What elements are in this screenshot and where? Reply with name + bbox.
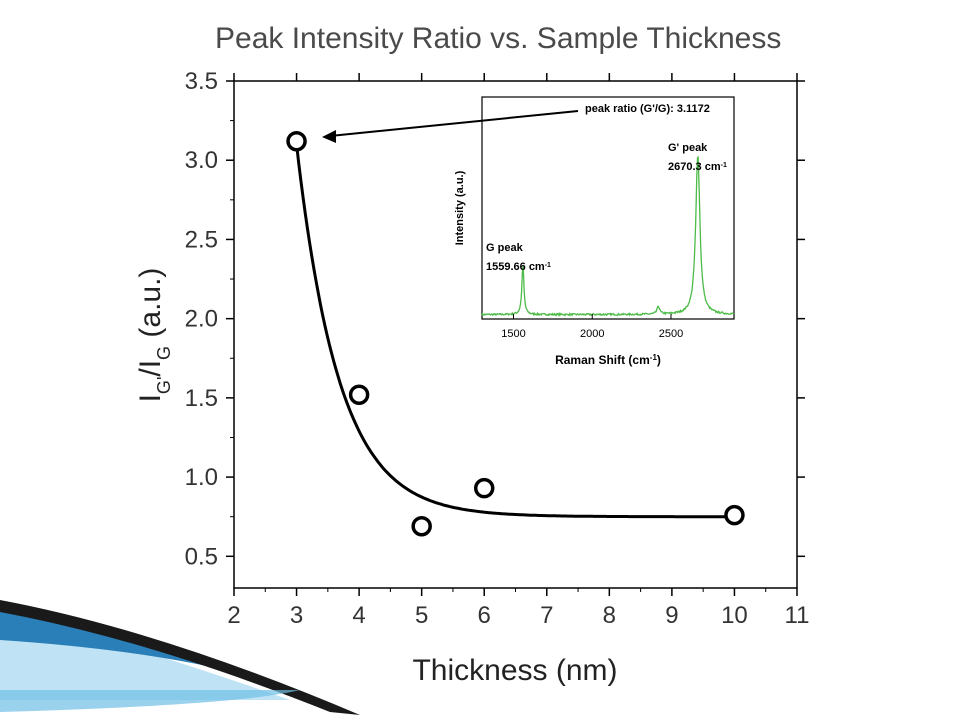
data-point bbox=[411, 515, 432, 537]
inset-x-axis-title-sup: -1 bbox=[650, 353, 658, 362]
y-tick-label: 2.0 bbox=[185, 306, 218, 333]
data-point bbox=[286, 130, 307, 152]
y-tick-label: 1.0 bbox=[185, 464, 218, 491]
x-tick-label: 8 bbox=[603, 602, 616, 629]
g-peak-label: G peak bbox=[486, 242, 524, 254]
g-peak-position: 1559.66 cm-1 bbox=[486, 261, 551, 273]
g-peak-position-sup: -1 bbox=[545, 262, 551, 269]
y-tick-label: 3.0 bbox=[185, 147, 218, 174]
peak-ratio-annotation: peak ratio (G'/G): 3.1172 bbox=[585, 103, 710, 115]
annotation-arrow bbox=[322, 110, 579, 143]
data-point bbox=[348, 384, 370, 405]
inset-x-tick-label: 2500 bbox=[659, 328, 683, 340]
main-y-tick-labels: 0.5 1.0 1.5 2.0 2.5 3.0 3.5 bbox=[185, 68, 218, 570]
g-prime-peak-label: G' peak bbox=[668, 142, 708, 154]
data-point bbox=[473, 477, 495, 499]
g-prime-peak-position: 2670.3 cm-1 bbox=[668, 161, 727, 173]
x-tick-label: 7 bbox=[540, 602, 553, 629]
inset-x-axis-title-end: ) bbox=[657, 353, 661, 367]
arrow-shaft bbox=[329, 110, 579, 137]
inset-ticks: 1500 2000 2500 bbox=[501, 314, 683, 340]
inset-x-tick-label: 1500 bbox=[501, 328, 525, 340]
x-tick-label: 3 bbox=[290, 602, 303, 629]
data-point bbox=[724, 504, 745, 526]
x-tick-label: 2 bbox=[227, 602, 240, 629]
data-points bbox=[286, 130, 745, 537]
g-prime-peak-position-sup: -1 bbox=[721, 162, 727, 169]
y-tick-label: 3.5 bbox=[185, 68, 218, 95]
slide-title: Peak Intensity Ratio vs. Sample Thicknes… bbox=[215, 22, 782, 55]
x-tick-label: 10 bbox=[721, 602, 748, 629]
g-prime-peak-position-text: 2670.3 cm bbox=[668, 161, 721, 173]
decorative-swoosh bbox=[0, 600, 360, 715]
g-peak-position-text: 1559.66 cm bbox=[486, 261, 545, 273]
x-tick-label: 9 bbox=[665, 602, 678, 629]
swoosh-dark bbox=[0, 600, 360, 715]
x-tick-label: 4 bbox=[352, 602, 365, 629]
main-ticks bbox=[226, 73, 805, 596]
y-axis-title: IG'/IG (a.u.) bbox=[134, 268, 174, 403]
fit-curve bbox=[295, 144, 735, 519]
x-tick-label: 11 bbox=[785, 602, 810, 629]
y-axis-title-mid: /I bbox=[134, 360, 167, 377]
arrow-head bbox=[322, 130, 336, 143]
y-tick-label: 1.5 bbox=[185, 385, 218, 412]
inset-x-axis-title: Raman Shift (cm-1) bbox=[555, 353, 661, 368]
y-axis-title-unit: (a.u.) bbox=[134, 268, 167, 346]
inset-x-axis-title-main: Raman Shift (cm bbox=[555, 353, 650, 367]
y-axis-title-sub1: G' bbox=[154, 377, 174, 394]
swoosh-bottom bbox=[0, 690, 300, 712]
x-tick-label: 5 bbox=[415, 602, 428, 629]
inset-x-tick-label: 2000 bbox=[580, 328, 604, 340]
inset: 1500 2000 2500 Intensity (a.u.) Raman Shif… bbox=[454, 96, 735, 368]
y-tick-label: 2.5 bbox=[185, 226, 218, 253]
x-axis-title: Thickness (nm) bbox=[412, 654, 617, 687]
y-axis-title-main: I bbox=[134, 394, 167, 402]
main-x-tick-labels: 2 3 4 5 6 7 8 9 10 11 bbox=[227, 602, 809, 629]
x-tick-label: 6 bbox=[478, 602, 491, 629]
y-tick-label: 0.5 bbox=[185, 543, 218, 570]
y-axis-title-sub2: G bbox=[154, 346, 174, 360]
inset-spectrum bbox=[481, 155, 735, 318]
inset-y-axis-title: Intensity (a.u.) bbox=[454, 170, 466, 245]
